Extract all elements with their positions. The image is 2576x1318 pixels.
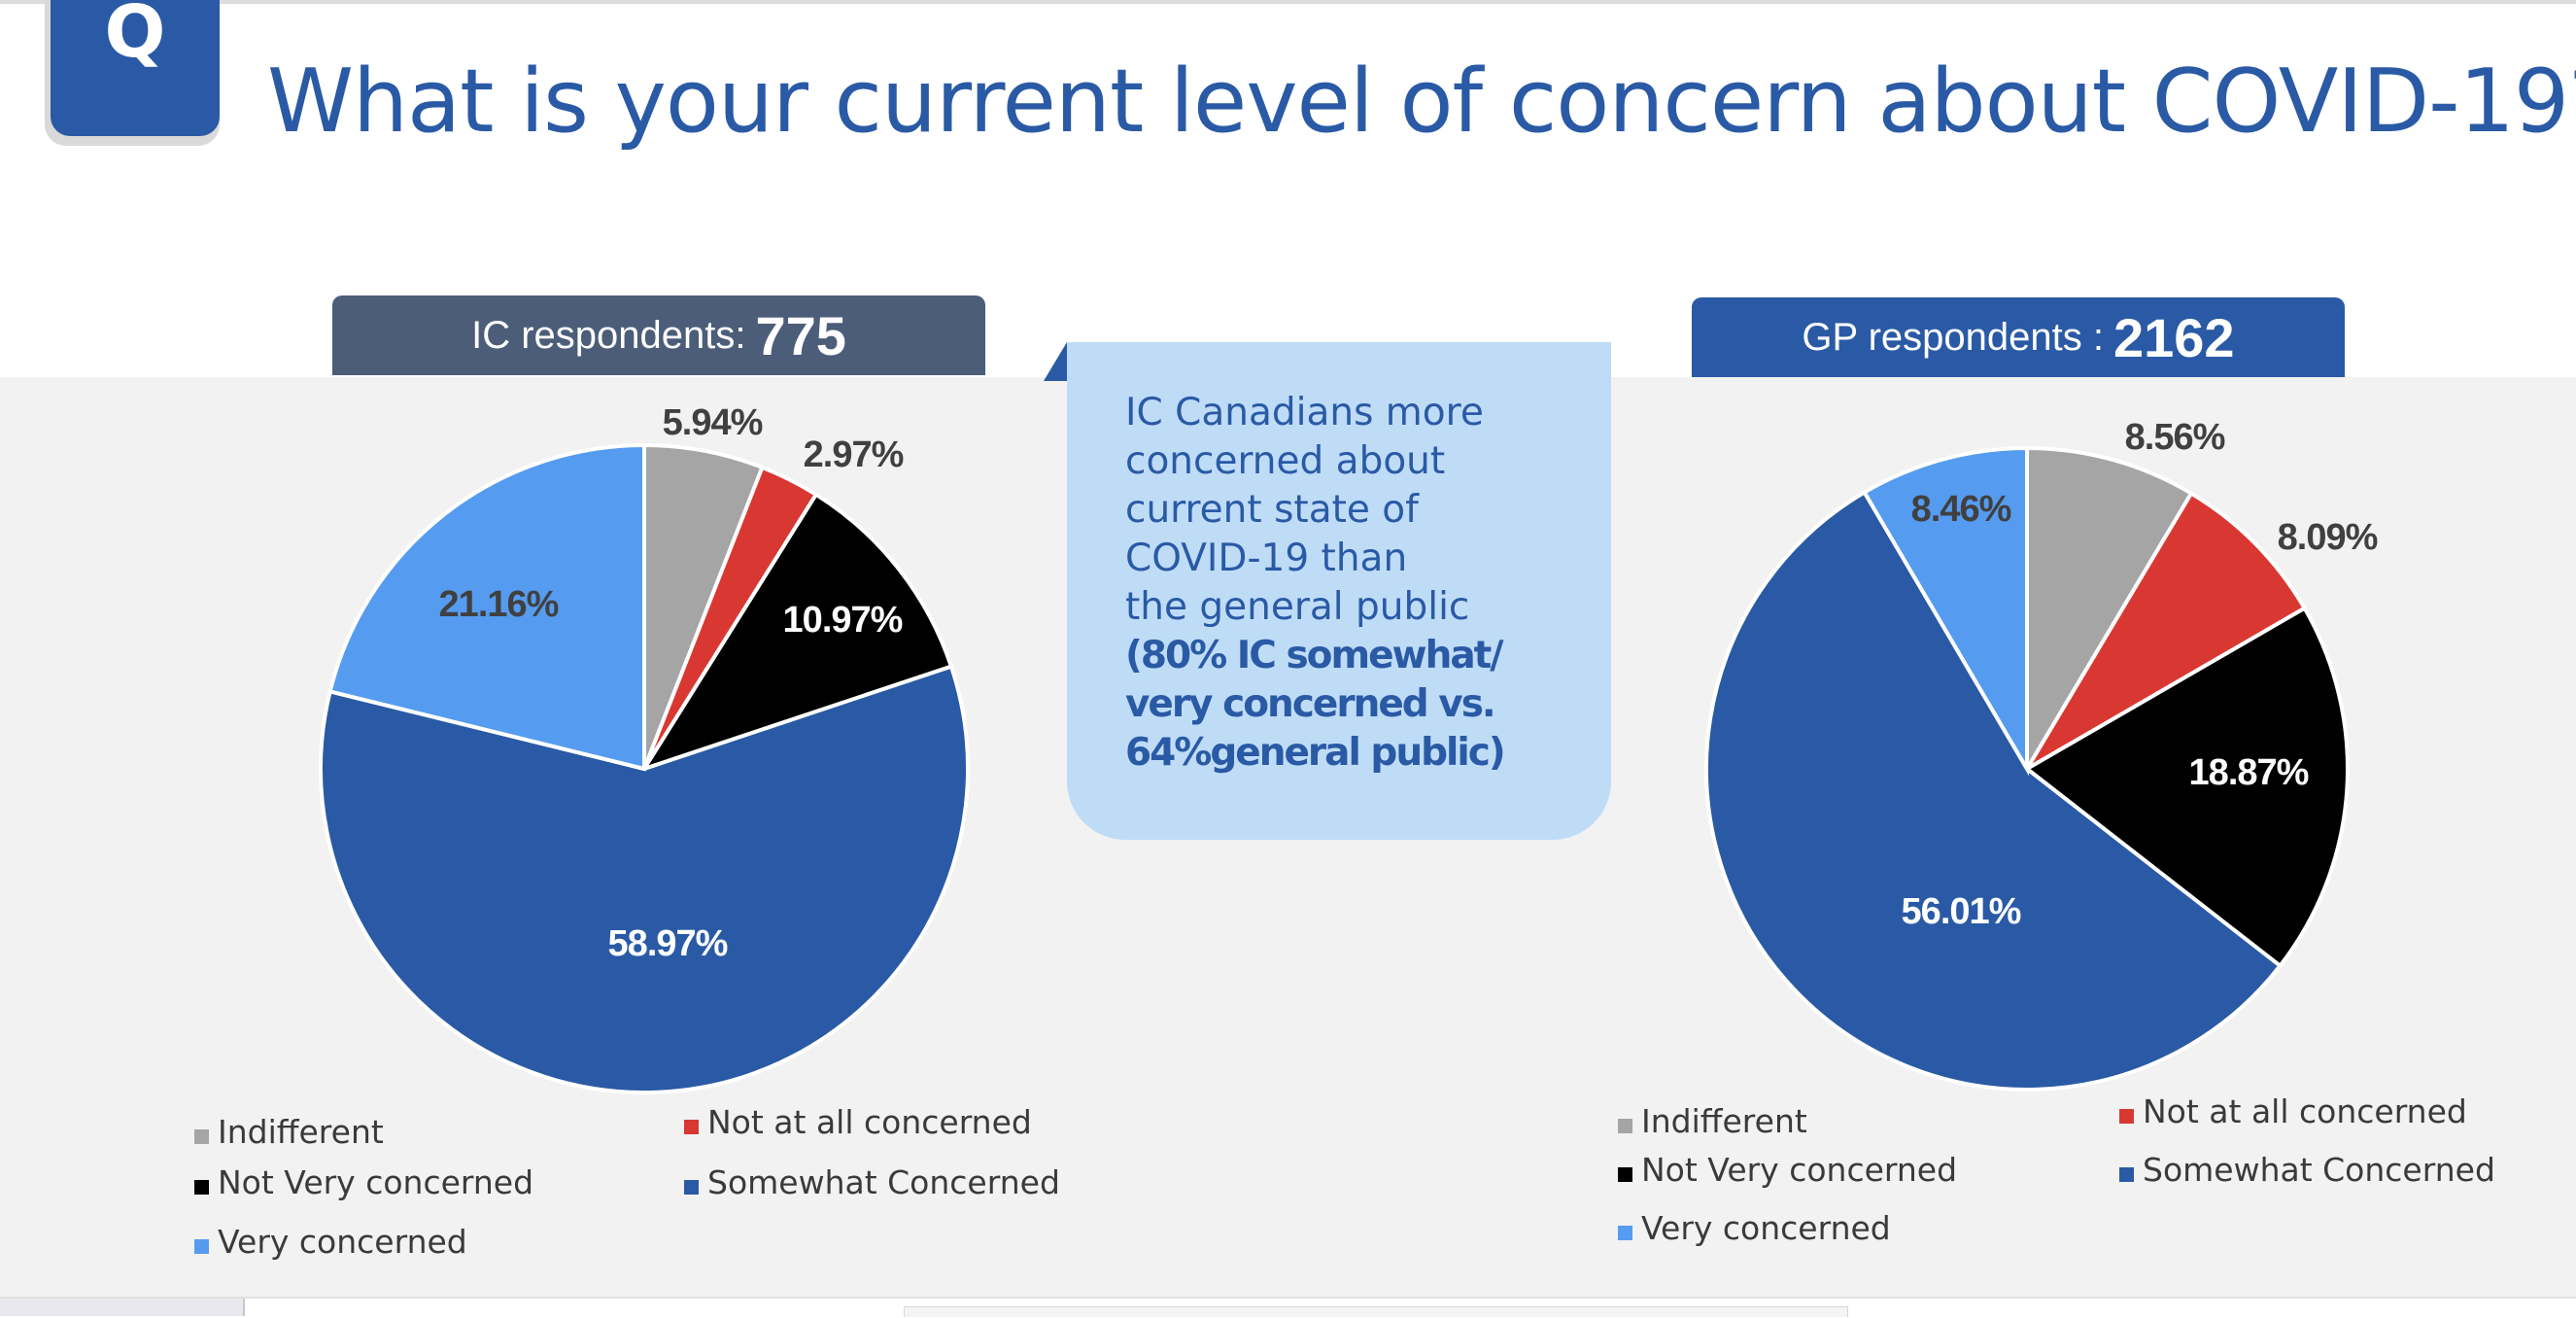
gp-legend-label-indifferent: Indifferent	[1641, 1102, 1807, 1140]
ic-respondents-header: IC respondents: 775	[332, 295, 985, 375]
gp-slice-somewhat-concerned	[1704, 489, 2284, 1093]
comparison-callout: IC Canadians more concerned about curren…	[1067, 342, 1611, 840]
gp-data-label-not-very-concerned: 18.87%	[2189, 752, 2309, 793]
callout-line: COVID-19 than	[1125, 537, 1408, 580]
ic-legend-swatch-somewhat-concerned	[684, 1180, 699, 1195]
callout-bold-line: (80% IC somewhat/	[1125, 634, 1504, 677]
callout-line: the general public	[1125, 585, 1470, 629]
top-border	[0, 0, 2576, 4]
ic-legend-label-indifferent: Indifferent	[218, 1113, 384, 1151]
page-title: What is your current level of concern ab…	[267, 51, 2576, 153]
gp-data-label-indifferent: 8.56%	[2125, 417, 2225, 458]
gp-slice-not-very-concerned	[2023, 605, 2350, 969]
ic-data-label-somewhat-concerned: 58.97%	[608, 923, 728, 964]
ic-data-label-not-very-concerned: 10.97%	[783, 600, 903, 641]
gp-legend-item-indifferent: Indifferent	[1618, 1102, 1807, 1140]
ic-legend-swatch-not-very-concerned	[194, 1180, 209, 1195]
gp-legend-item-not-at-all-concerned: Not at all concerned	[2119, 1093, 2467, 1130]
gp-legend-label-somewhat-concerned: Somewhat Concerned	[2143, 1151, 2495, 1189]
ic-header-count: 775	[755, 304, 846, 366]
gp-legend-item-very-concerned: Very concerned	[1618, 1209, 1891, 1247]
callout-line: IC Canadians more	[1125, 391, 1484, 434]
gp-header-label: GP respondents :	[1802, 315, 2104, 359]
ic-legend-item-not-very-concerned: Not Very concerned	[194, 1163, 533, 1201]
ic-legend-label-not-at-all-concerned: Not at all concerned	[707, 1103, 1032, 1141]
gp-legend-swatch-very-concerned	[1618, 1226, 1632, 1240]
gp-legend-item-not-very-concerned: Not Very concerned	[1618, 1151, 1957, 1189]
ic-slice-somewhat-concerned	[319, 664, 970, 1094]
gp-legend-item-somewhat-concerned: Somewhat Concerned	[2119, 1151, 2495, 1189]
gp-data-label-not-at-all-concerned: 8.09%	[2278, 517, 2378, 558]
ic-legend-swatch-very-concerned	[194, 1239, 209, 1254]
gp-respondents-header: GP respondents : 2162	[1692, 297, 2345, 377]
ic-legend-swatch-not-at-all-concerned	[684, 1120, 699, 1134]
gp-legend-swatch-not-very-concerned	[1618, 1167, 1632, 1182]
bottom-tab	[0, 1299, 245, 1316]
callout-line: current state of	[1125, 488, 1419, 532]
ic-legend-item-not-at-all-concerned: Not at all concerned	[684, 1103, 1032, 1141]
ic-data-label-very-concerned: 21.16%	[439, 584, 559, 625]
ic-legend-item-somewhat-concerned: Somewhat Concerned	[684, 1163, 1060, 1201]
ic-data-label-indifferent: 5.94%	[663, 402, 763, 443]
ic-data-label-not-at-all-concerned: 2.97%	[804, 434, 904, 475]
gp-data-label-somewhat-concerned: 56.01%	[1902, 891, 2021, 932]
question-badge: Q	[51, 0, 220, 136]
gp-slice-very-concerned	[1861, 445, 2029, 777]
ic-legend-label-somewhat-concerned: Somewhat Concerned	[707, 1163, 1060, 1201]
gp-legend-swatch-not-at-all-concerned	[2119, 1109, 2134, 1124]
ic-legend-label-very-concerned: Very concerned	[218, 1223, 467, 1261]
ic-legend-label-not-very-concerned: Not Very concerned	[218, 1163, 534, 1201]
gp-header-count: 2162	[2113, 306, 2235, 368]
gp-legend-label-not-very-concerned: Not Very concerned	[1641, 1151, 1958, 1189]
ic-slice-not-very-concerned	[639, 492, 954, 773]
callout-bold-line: very concerned vs.	[1125, 682, 1496, 726]
ic-slice-indifferent	[642, 442, 765, 770]
gp-slice-not-at-all-concerned	[2021, 490, 2308, 775]
bottom-scroll-area	[904, 1306, 1848, 1317]
ic-legend-swatch-indifferent	[194, 1129, 209, 1144]
gp-legend-swatch-somewhat-concerned	[2119, 1167, 2134, 1182]
gp-slice-indifferent	[2025, 445, 2194, 777]
ic-legend-item-very-concerned: Very concerned	[194, 1223, 467, 1261]
ic-legend-item-indifferent: Indifferent	[194, 1113, 384, 1151]
gp-data-label-very-concerned: 8.46%	[1911, 489, 2011, 530]
callout-bold-line: 64%general public)	[1125, 731, 1506, 775]
gp-legend-label-very-concerned: Very concerned	[1641, 1209, 1891, 1247]
callout-tail	[1044, 342, 1067, 381]
callout-line: concerned about	[1125, 439, 1446, 483]
ic-slice-very-concerned	[327, 442, 646, 772]
gp-legend-label-not-at-all-concerned: Not at all concerned	[2143, 1093, 2467, 1130]
ic-header-label: IC respondents:	[471, 313, 746, 357]
gp-legend-swatch-indifferent	[1618, 1119, 1632, 1133]
